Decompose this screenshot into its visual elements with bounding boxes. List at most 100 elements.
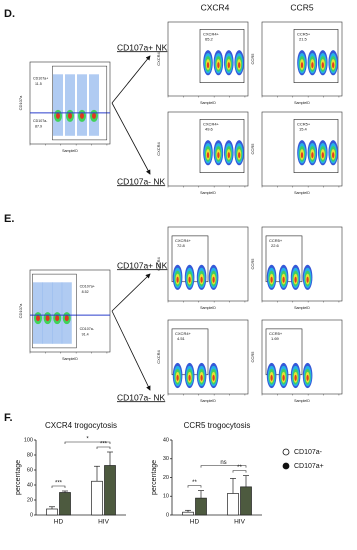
gate-value: 11.5 bbox=[35, 82, 42, 86]
density-blob bbox=[311, 152, 314, 159]
gate-value: 22.6 bbox=[271, 243, 280, 248]
panel-label: E. bbox=[4, 213, 14, 225]
density-blob bbox=[306, 374, 309, 381]
x-axis-label: SampleID bbox=[200, 191, 216, 195]
x-axis-label: SampleID bbox=[294, 191, 310, 195]
bar bbox=[59, 492, 71, 516]
gate-name: CXCR4+ bbox=[203, 31, 220, 36]
arrow bbox=[111, 310, 151, 391]
gate-value: 87.9 bbox=[35, 125, 42, 129]
bar bbox=[240, 486, 252, 516]
gate-value: 49.6 bbox=[205, 126, 214, 131]
y-tick-label: 80 bbox=[27, 452, 33, 458]
legend-label: CD107a+ bbox=[294, 463, 324, 470]
y-tick-label: 100 bbox=[24, 437, 33, 443]
density-blob bbox=[188, 276, 191, 283]
dot-cloud bbox=[89, 74, 99, 136]
bar bbox=[46, 508, 58, 516]
y-tick-label: 40 bbox=[163, 437, 169, 443]
dot-cloud bbox=[65, 74, 75, 136]
gate bbox=[293, 29, 339, 83]
bar bbox=[182, 511, 194, 516]
density-blob bbox=[238, 62, 241, 69]
density-blob bbox=[332, 152, 335, 159]
arrow bbox=[111, 273, 151, 312]
density-blob bbox=[270, 374, 273, 381]
gate-name: CCR5+ bbox=[297, 121, 311, 126]
y-tick-label: 10 bbox=[163, 494, 169, 500]
gate-value: 65.2 bbox=[205, 36, 214, 41]
density-core bbox=[55, 315, 60, 322]
bracket bbox=[51, 485, 66, 488]
x-axis-label: SampleID bbox=[200, 101, 216, 105]
x-axis-label: SampleID bbox=[200, 306, 216, 310]
error-bar bbox=[94, 465, 100, 482]
dot-cloud bbox=[53, 74, 63, 136]
x-tick-label: HIV bbox=[234, 519, 246, 526]
x-tick-label: HD bbox=[54, 519, 64, 526]
bracket bbox=[64, 441, 111, 444]
density-blob bbox=[306, 276, 309, 283]
y-axis-label: CCR5 bbox=[250, 143, 255, 155]
bar bbox=[91, 480, 103, 516]
density-blob bbox=[294, 374, 297, 381]
density-blob bbox=[217, 152, 220, 159]
gate-name: CCR5+ bbox=[269, 331, 283, 336]
error-bar bbox=[107, 451, 113, 466]
y-axis-label: CD107a bbox=[18, 95, 23, 110]
significance-label: ** bbox=[192, 480, 197, 486]
y-axis-label: CXCR4 bbox=[156, 256, 161, 270]
significance-bracket bbox=[64, 441, 111, 444]
x-axis-label: SampleID bbox=[200, 399, 216, 403]
y-axis-label: CCR5 bbox=[250, 53, 255, 65]
gate-name: CD107a+ bbox=[33, 76, 48, 80]
x-axis-label: SampleID bbox=[62, 149, 78, 153]
bar bbox=[195, 497, 207, 516]
panel-label: F. bbox=[4, 412, 13, 424]
density-blob bbox=[321, 62, 324, 69]
column-title: CCR5 bbox=[290, 2, 313, 12]
density-core bbox=[92, 112, 96, 119]
bar bbox=[227, 493, 239, 516]
error-bar bbox=[198, 490, 204, 499]
significance-label: ns bbox=[220, 460, 226, 466]
gate-value: 91.4 bbox=[82, 333, 89, 337]
density-blob bbox=[282, 374, 285, 381]
density-blob bbox=[206, 62, 210, 69]
density-blob bbox=[270, 276, 273, 283]
density-blob bbox=[238, 152, 241, 159]
density-blob bbox=[206, 152, 210, 159]
density-core bbox=[45, 315, 50, 322]
density-blob bbox=[282, 276, 285, 283]
density-blob bbox=[300, 152, 304, 159]
y-axis-label: CCR5 bbox=[250, 258, 255, 270]
population-label: CD107a+ NK bbox=[117, 260, 168, 270]
gate-value: 4.51 bbox=[177, 336, 186, 341]
y-axis-label: CD107a bbox=[18, 303, 23, 318]
population-label: CD107a- NK bbox=[117, 392, 166, 402]
y-axis-label: percentage bbox=[151, 460, 158, 495]
density-blob bbox=[300, 62, 304, 69]
error-bar bbox=[185, 509, 191, 513]
y-tick-label: 60 bbox=[27, 467, 33, 473]
gate-name: CCR5+ bbox=[297, 31, 311, 36]
error-bar bbox=[243, 475, 249, 487]
x-axis-label: SampleID bbox=[294, 101, 310, 105]
gate-name: CD107a- bbox=[80, 327, 95, 331]
legend-label: CD107a- bbox=[294, 449, 323, 456]
bar bbox=[104, 465, 116, 516]
density-blob bbox=[188, 374, 191, 381]
significance-label: *** bbox=[55, 481, 63, 487]
significance-bracket bbox=[187, 485, 202, 488]
y-axis-label: percentage bbox=[15, 460, 22, 495]
significance-label: ** bbox=[237, 465, 242, 471]
density-core bbox=[64, 315, 69, 322]
chart-title: CCR5 trogocytosis bbox=[184, 421, 251, 430]
density-blob bbox=[200, 374, 203, 381]
significance-bracket bbox=[232, 470, 247, 473]
significance-bracket bbox=[200, 465, 247, 468]
x-axis-label: SampleID bbox=[294, 306, 310, 310]
bracket bbox=[187, 485, 202, 488]
gate bbox=[52, 65, 108, 141]
y-tick-label: 0 bbox=[166, 512, 169, 518]
